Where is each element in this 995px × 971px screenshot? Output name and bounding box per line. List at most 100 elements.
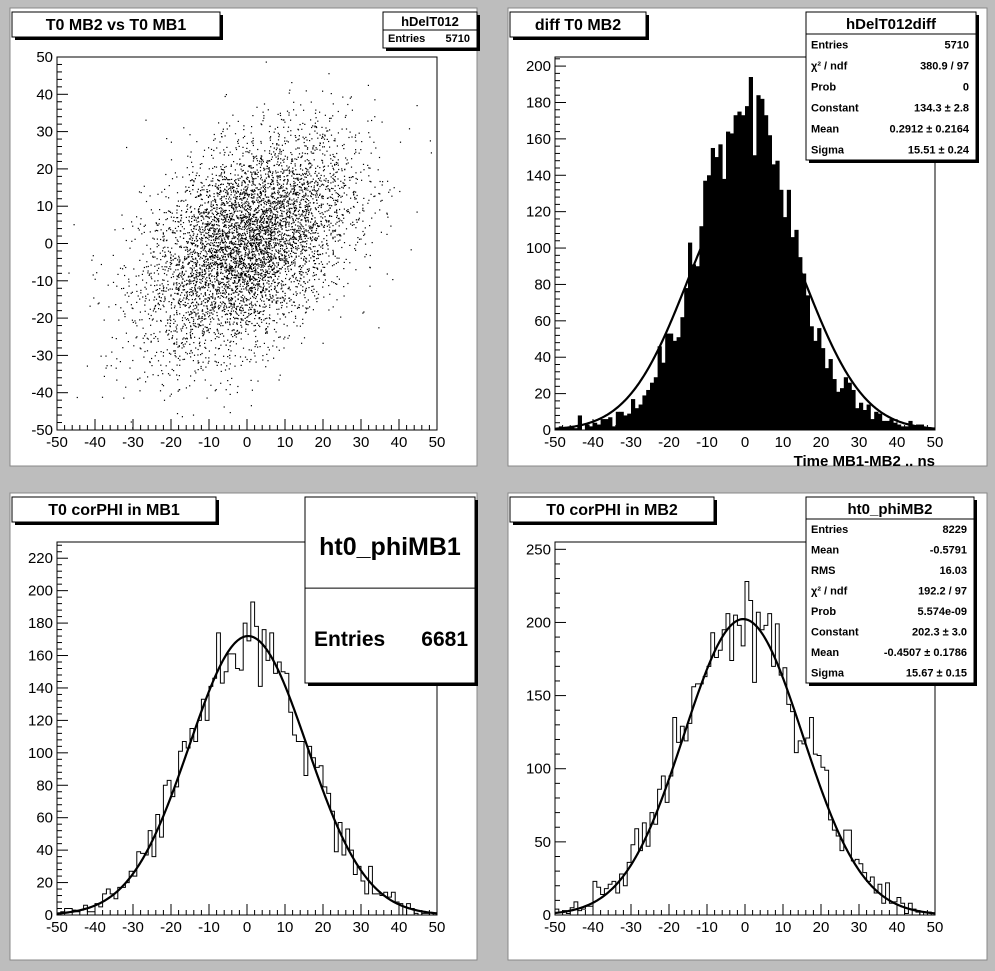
scatter-point — [205, 311, 207, 313]
scatter-point — [299, 222, 301, 224]
scatter-point — [193, 305, 195, 307]
scatter-point — [338, 168, 340, 171]
scatter-point — [268, 242, 270, 244]
scatter-point — [289, 264, 291, 266]
scatter-point — [317, 137, 319, 139]
scatter-point — [199, 273, 201, 275]
scatter-point — [308, 212, 310, 214]
scatter-point — [237, 318, 239, 320]
scatter-point — [290, 162, 292, 164]
scatter-point — [219, 251, 221, 253]
scatter-point — [281, 236, 283, 238]
scatter-point — [270, 234, 272, 236]
scatter-point — [263, 257, 265, 259]
scatter-point — [195, 262, 197, 264]
scatter-point — [241, 206, 243, 208]
scatter-point — [269, 237, 271, 240]
scatter-point — [305, 224, 307, 226]
scatter-point — [220, 191, 222, 193]
scatter-point — [246, 193, 248, 195]
scatter-point — [312, 148, 314, 150]
scatter-point — [313, 189, 315, 191]
scatter-point — [182, 222, 185, 224]
scatter-point — [354, 153, 356, 155]
scatter-point — [253, 325, 255, 327]
scatter-point — [208, 250, 210, 252]
scatter-point — [179, 359, 181, 361]
scatter-point — [210, 273, 212, 275]
scatter-point — [259, 228, 262, 231]
scatter-point — [215, 224, 218, 226]
scatter-point — [284, 298, 286, 300]
scatter-point — [149, 361, 151, 363]
scatter-point — [300, 284, 302, 286]
scatter-point — [216, 187, 218, 189]
scatter-point — [194, 251, 196, 253]
scatter-point — [307, 174, 309, 176]
scatter-point — [274, 265, 276, 267]
scatter-point — [256, 164, 258, 166]
scatter-point — [297, 191, 299, 194]
scatter-point — [304, 187, 306, 189]
scatter-point — [248, 241, 250, 243]
scatter-point — [289, 242, 291, 244]
scatter-point — [140, 292, 142, 294]
scatter-point — [265, 229, 267, 231]
scatter-point — [362, 312, 364, 314]
scatter-point — [289, 211, 291, 214]
scatter-point — [156, 258, 158, 260]
scatter-point — [190, 210, 193, 213]
scatter-point — [92, 274, 94, 276]
scatter-point — [300, 278, 302, 280]
scatter-point — [197, 354, 199, 356]
scatter-point — [261, 289, 264, 291]
scatter-point — [167, 322, 169, 324]
scatter-point — [231, 243, 233, 245]
scatter-point — [189, 249, 191, 251]
scatter-point — [251, 282, 253, 284]
scatter-point — [329, 215, 331, 217]
scatter-point — [210, 201, 212, 203]
scatter-point — [273, 191, 275, 193]
scatter-point — [219, 215, 221, 217]
scatter-point — [245, 209, 248, 211]
scatter-point — [242, 192, 244, 194]
scatter-point — [175, 269, 177, 271]
scatter-point — [271, 156, 273, 158]
scatter-point — [223, 305, 225, 307]
scatter-point — [206, 224, 208, 226]
scatter-point — [280, 186, 282, 188]
scatter-point — [293, 260, 295, 262]
scatter-point — [272, 213, 274, 215]
scatter-point — [306, 204, 308, 206]
scatter-point — [264, 258, 266, 260]
scatter-point — [215, 238, 217, 240]
scatter-point — [228, 154, 230, 156]
scatter-point — [263, 300, 265, 302]
scatter-point — [298, 173, 301, 175]
scatter-point — [251, 229, 253, 231]
scatter-point — [233, 232, 235, 234]
scatter-point — [219, 241, 221, 244]
scatter-point — [264, 193, 266, 196]
scatter-point — [192, 265, 194, 267]
scatter-point — [249, 275, 251, 277]
scatter-point — [255, 219, 257, 221]
scatter-point — [243, 190, 245, 193]
scatter-point — [208, 216, 210, 218]
scatter-point — [326, 197, 329, 199]
scatter-point — [355, 177, 357, 180]
scatter-point — [96, 272, 98, 274]
scatter-point — [208, 248, 210, 250]
scatter-point — [165, 173, 167, 176]
scatter-point — [230, 252, 232, 255]
scatter-point — [251, 291, 253, 293]
scatter-point — [249, 252, 251, 254]
scatter-point — [270, 221, 272, 223]
scatter-point — [215, 389, 217, 391]
scatter-point — [307, 195, 309, 197]
scatter-point — [223, 237, 225, 239]
scatter-point — [265, 196, 267, 198]
scatter-point — [259, 220, 261, 222]
scatter-point — [149, 195, 151, 197]
